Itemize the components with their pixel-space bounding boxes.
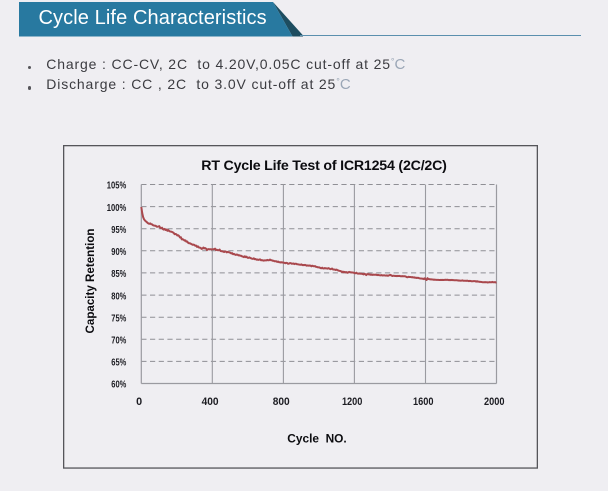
svg-text:80%: 80% — [111, 291, 126, 302]
svg-text:105%: 105% — [107, 181, 127, 192]
svg-text:90%: 90% — [111, 247, 126, 258]
svg-text:0: 0 — [136, 396, 142, 408]
svg-text:85%: 85% — [111, 269, 126, 280]
svg-text:1200: 1200 — [342, 396, 363, 408]
svg-text:1600: 1600 — [413, 396, 434, 408]
svg-text:65%: 65% — [111, 358, 126, 369]
svg-text:2000: 2000 — [484, 396, 505, 408]
svg-text:70%: 70% — [111, 336, 126, 347]
svg-text:Cycle NO.: Cycle NO. — [287, 432, 346, 446]
svg-text:RT Cycle Life Test of ICR1254: RT Cycle Life Test of ICR1254 (2C/2C) — [201, 158, 447, 174]
svg-text:60%: 60% — [111, 380, 126, 391]
svg-text:800: 800 — [273, 396, 290, 408]
svg-text:95%: 95% — [111, 225, 126, 236]
svg-text:Capacity Retention: Capacity Retention — [84, 228, 97, 333]
svg-text:100%: 100% — [107, 203, 127, 214]
svg-text:400: 400 — [202, 396, 219, 408]
svg-text:75%: 75% — [111, 313, 126, 324]
